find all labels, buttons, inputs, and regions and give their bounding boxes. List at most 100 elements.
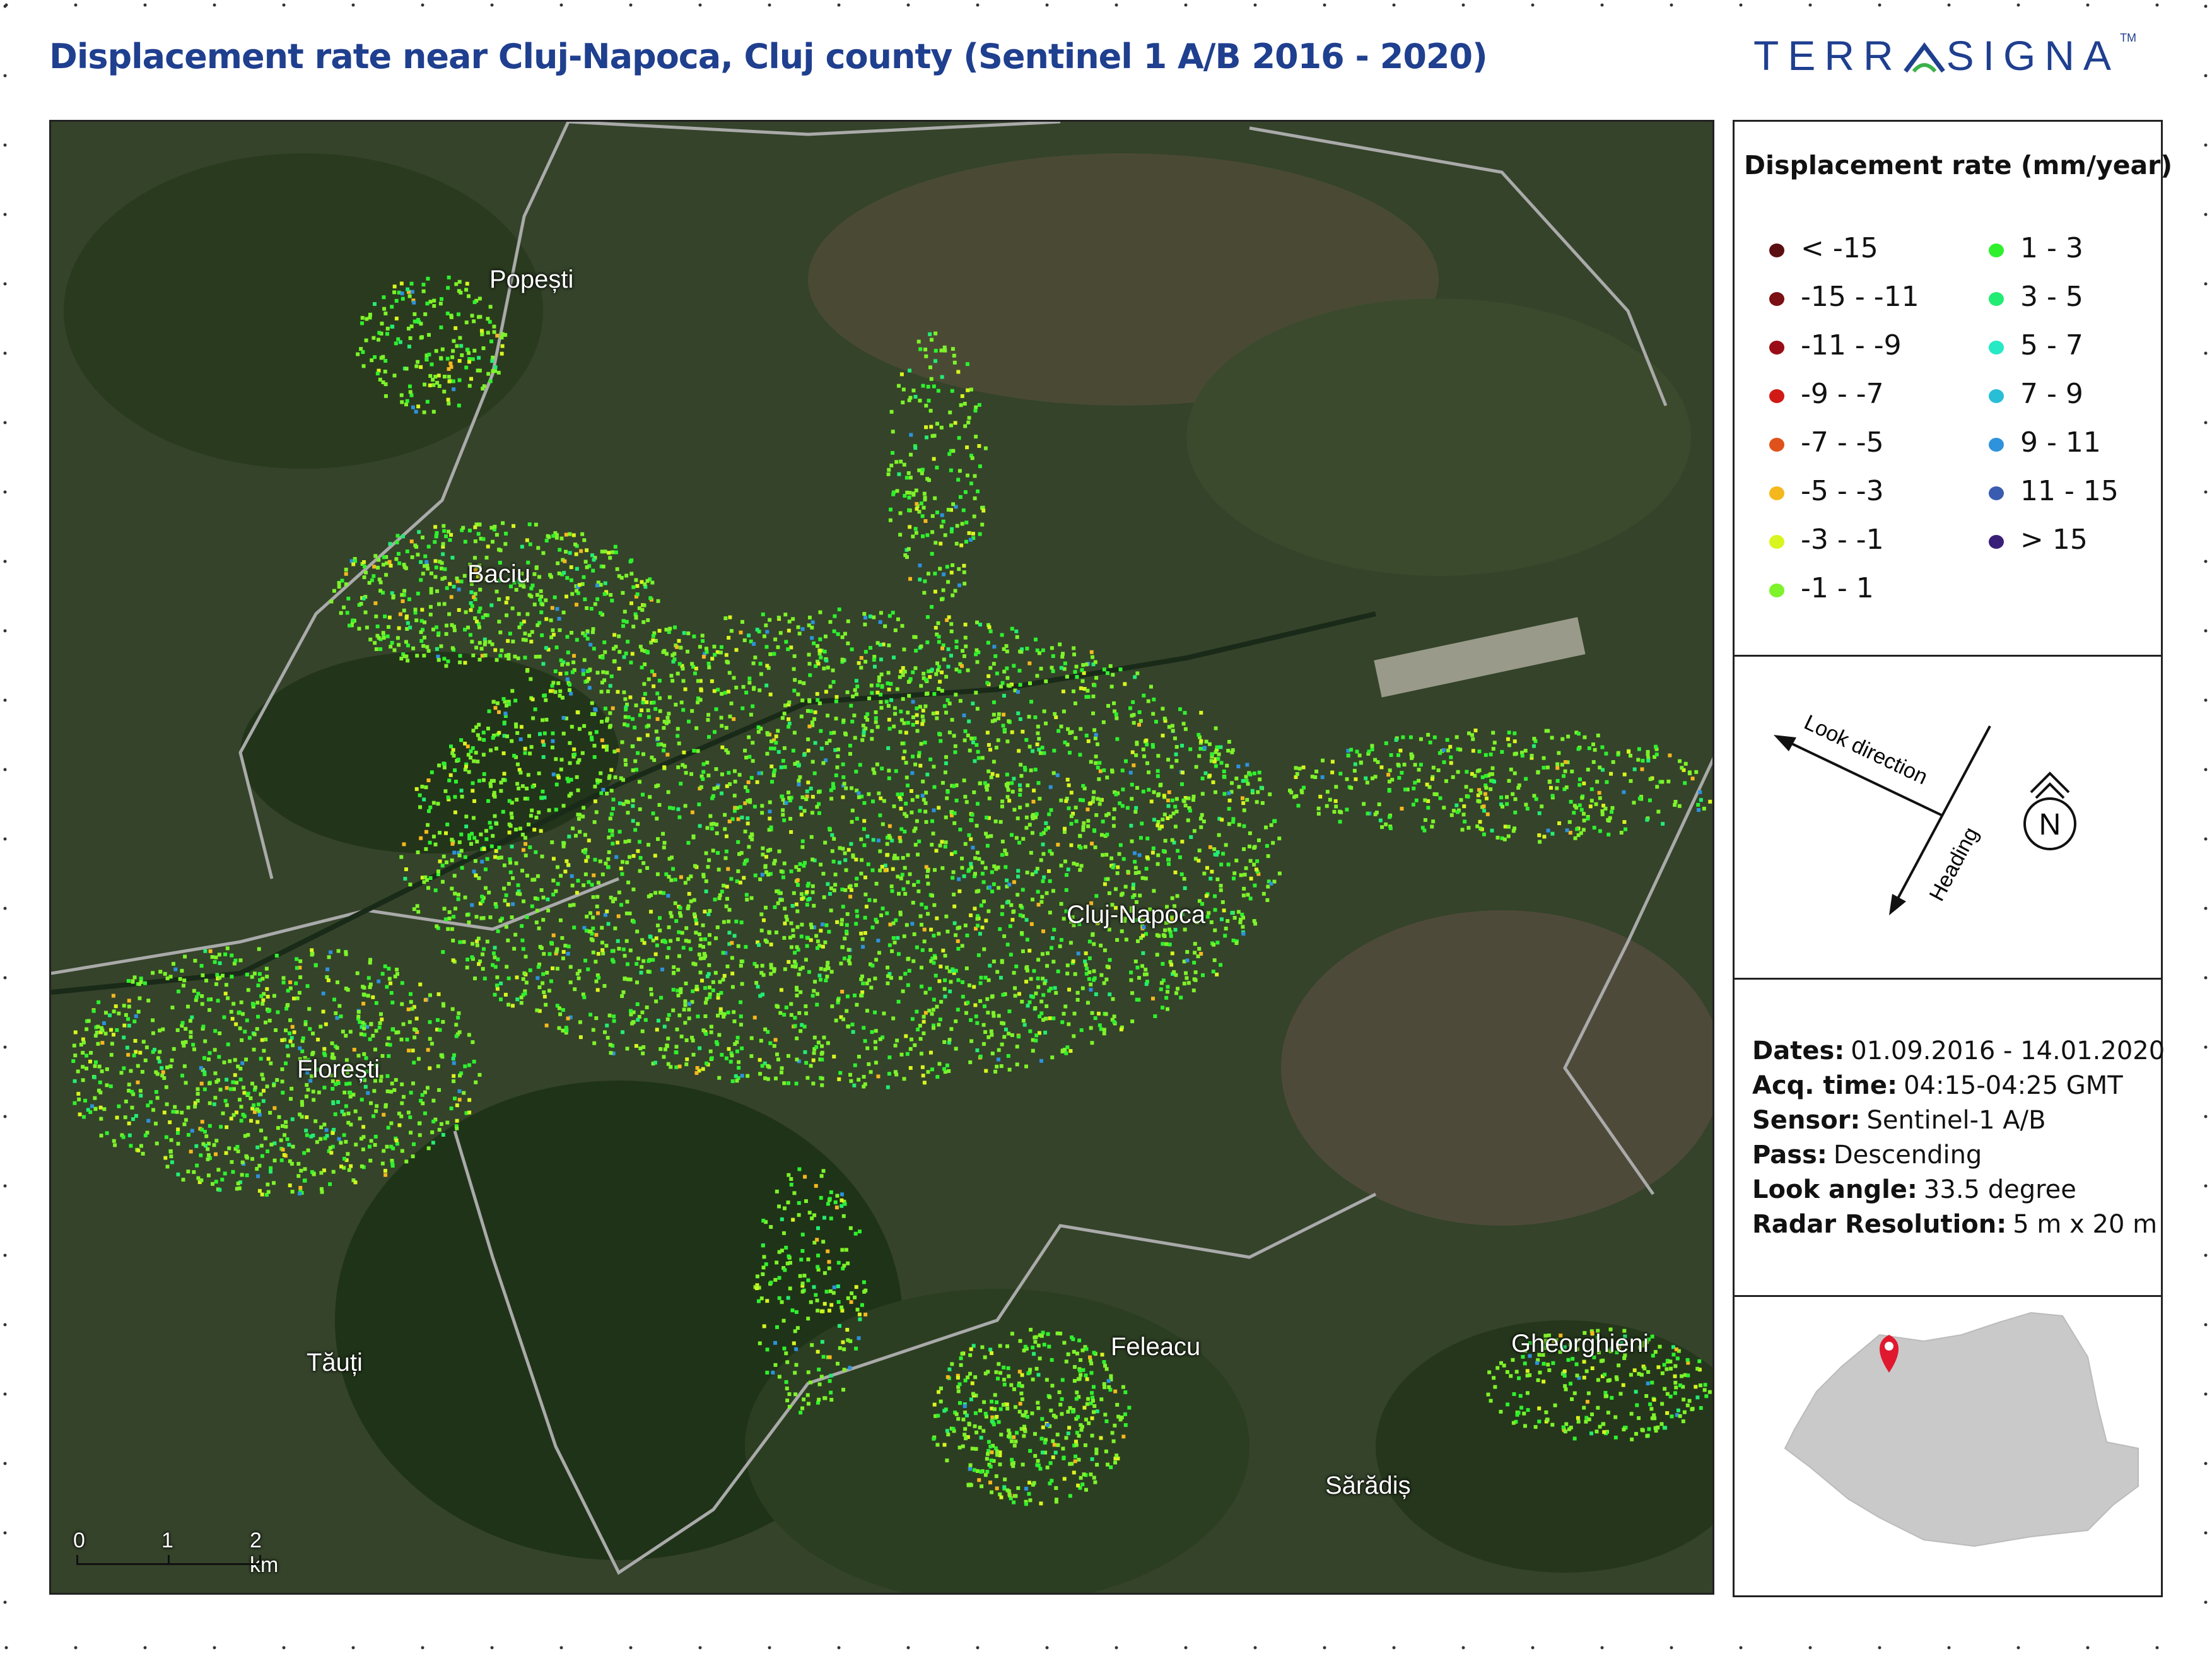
ps-point bbox=[591, 895, 595, 900]
displacement-map[interactable]: Popești Baciu Cluj-Napoca Florești Tăuți… bbox=[49, 120, 1714, 1595]
ps-point bbox=[1189, 835, 1193, 839]
ps-point bbox=[556, 775, 561, 780]
ps-point bbox=[795, 985, 799, 990]
ps-point bbox=[841, 762, 845, 766]
ps-point bbox=[789, 921, 793, 925]
ps-point bbox=[595, 597, 600, 601]
ps-point bbox=[583, 560, 588, 564]
ps-point bbox=[1005, 942, 1010, 947]
ps-point bbox=[222, 1060, 226, 1065]
ps-point bbox=[436, 658, 441, 662]
ps-point bbox=[717, 867, 721, 872]
ps-point bbox=[701, 639, 705, 643]
ps-point bbox=[402, 593, 406, 597]
ps-point bbox=[910, 798, 915, 802]
ps-point bbox=[480, 859, 484, 864]
ps-point bbox=[305, 984, 310, 988]
ps-point bbox=[787, 628, 791, 633]
ps-point bbox=[881, 1035, 885, 1040]
ps-point bbox=[384, 573, 389, 577]
ps-point bbox=[539, 829, 543, 833]
ps-point bbox=[1174, 991, 1178, 995]
ps-point bbox=[541, 918, 546, 922]
ps-point bbox=[595, 894, 600, 899]
ps-point bbox=[530, 785, 535, 789]
ps-point bbox=[1018, 649, 1022, 654]
ps-point bbox=[520, 924, 524, 928]
ps-point bbox=[100, 1026, 104, 1030]
ps-point bbox=[845, 929, 849, 934]
ps-point bbox=[920, 714, 925, 718]
ps-point bbox=[834, 695, 839, 699]
ps-point bbox=[708, 814, 713, 818]
ps-point bbox=[874, 1060, 878, 1065]
ps-point bbox=[508, 857, 512, 862]
ps-point bbox=[899, 876, 903, 881]
ps-point bbox=[1048, 1016, 1052, 1021]
ps-point bbox=[1069, 821, 1074, 826]
ps-point bbox=[857, 1077, 861, 1082]
ps-point bbox=[796, 692, 800, 696]
ps-point bbox=[690, 1035, 694, 1040]
ps-point bbox=[382, 636, 386, 640]
ps-point bbox=[1099, 797, 1103, 802]
ps-point bbox=[404, 566, 408, 570]
ps-point bbox=[609, 895, 613, 900]
ps-point bbox=[855, 1002, 859, 1007]
ps-point bbox=[998, 927, 1002, 931]
ps-point bbox=[464, 765, 468, 769]
ps-point bbox=[317, 1090, 321, 1094]
ps-point bbox=[1208, 773, 1212, 778]
ps-point bbox=[698, 698, 703, 702]
ps-point bbox=[930, 843, 934, 847]
ps-point bbox=[1113, 709, 1117, 713]
ps-point bbox=[448, 538, 452, 543]
ps-point bbox=[259, 994, 264, 999]
ps-point bbox=[944, 840, 948, 845]
ps-point bbox=[947, 1038, 952, 1042]
ps-point bbox=[438, 859, 442, 864]
ps-point bbox=[697, 802, 701, 807]
ps-point bbox=[527, 734, 532, 738]
ps-point bbox=[870, 925, 875, 930]
ps-point bbox=[218, 1188, 222, 1192]
ps-point bbox=[1036, 724, 1040, 729]
ps-point bbox=[420, 876, 424, 880]
ps-point bbox=[694, 666, 698, 671]
ps-point bbox=[904, 923, 909, 927]
ps-point bbox=[855, 914, 860, 918]
ps-point bbox=[688, 947, 693, 951]
ps-point bbox=[1243, 872, 1247, 877]
ps-point bbox=[853, 1063, 857, 1067]
ps-point bbox=[636, 956, 641, 961]
ps-point bbox=[1185, 950, 1190, 954]
ps-point bbox=[1186, 981, 1191, 985]
ps-point bbox=[1168, 959, 1173, 964]
ps-point bbox=[1096, 1011, 1101, 1016]
ps-point bbox=[690, 810, 694, 814]
ps-point bbox=[769, 942, 773, 947]
ps-point bbox=[129, 1144, 133, 1148]
ps-point bbox=[963, 842, 968, 846]
ps-point bbox=[403, 876, 407, 881]
ps-point bbox=[820, 1076, 824, 1081]
ps-point bbox=[727, 930, 732, 935]
ps-point bbox=[821, 944, 825, 949]
ps-point bbox=[272, 994, 276, 998]
ps-point bbox=[1209, 759, 1214, 763]
ps-point bbox=[1168, 814, 1173, 819]
ps-point bbox=[1161, 961, 1165, 966]
ps-point bbox=[452, 915, 456, 919]
ps-point bbox=[703, 937, 708, 941]
ps-point bbox=[1166, 816, 1170, 821]
ps-point bbox=[571, 826, 575, 831]
ps-point bbox=[918, 763, 923, 768]
ps-point bbox=[578, 1035, 583, 1040]
ps-point bbox=[765, 664, 770, 668]
ps-point bbox=[449, 532, 454, 537]
ps-point bbox=[490, 642, 494, 647]
ps-point bbox=[477, 563, 482, 568]
ps-point bbox=[138, 982, 142, 986]
ps-point bbox=[1089, 650, 1094, 654]
ps-point bbox=[489, 603, 494, 607]
